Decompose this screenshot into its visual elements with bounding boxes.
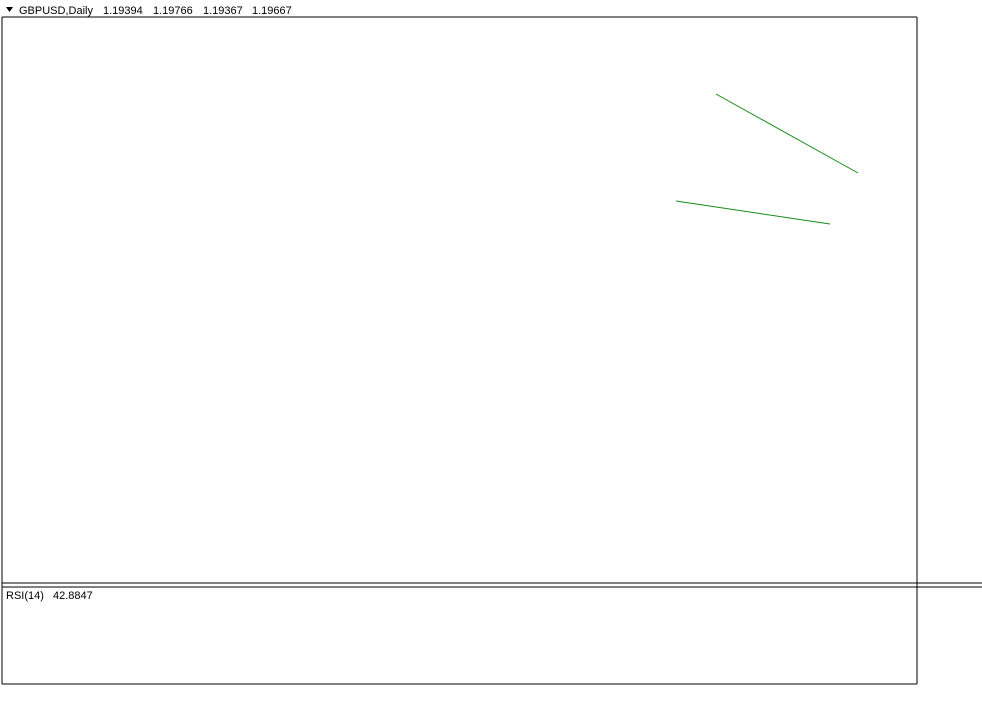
ohlc-high: 1.19766 [153, 5, 193, 17]
indicator-value: 42.8847 [53, 590, 93, 602]
trend-line [675, 200, 831, 225]
ohlc-close: 1.19667 [252, 5, 292, 17]
menu-triangle [6, 7, 13, 12]
indicator-title: RSI(14) [6, 590, 44, 602]
ohlc-low: 1.19367 [203, 5, 243, 17]
trend-line [715, 93, 859, 174]
chart-title: GBPUSD,Daily [19, 5, 93, 17]
ohlc-open: 1.19394 [103, 5, 143, 17]
